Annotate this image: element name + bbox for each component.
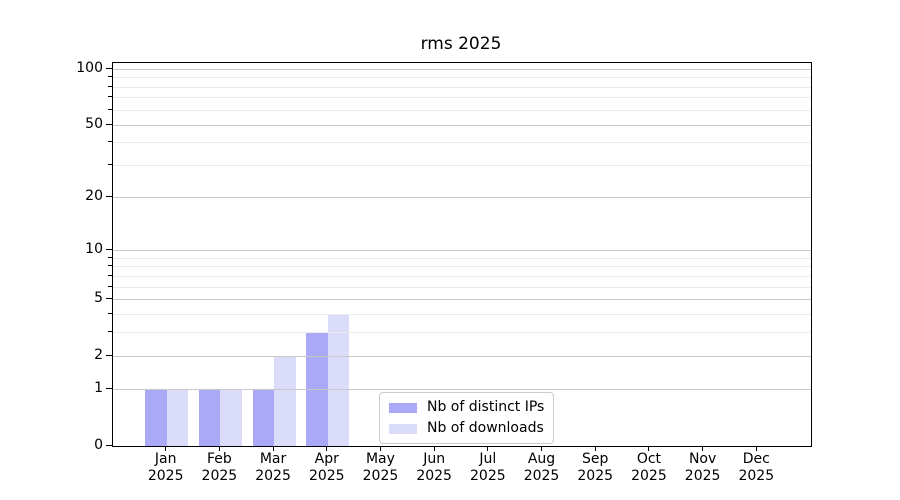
x-tick-label: Jun 2025	[416, 451, 452, 484]
x-tick-mark	[487, 446, 489, 451]
y-tick-label: 20	[85, 187, 103, 204]
x-tick-mark	[648, 446, 650, 451]
x-tick-label: May 2025	[362, 451, 399, 484]
y-minor-tick-mark	[108, 313, 112, 315]
chart-title: rms 2025	[420, 34, 502, 54]
x-tick-mark	[218, 446, 220, 451]
x-tick-mark	[702, 446, 704, 451]
x-tick-label: Jul 2025	[470, 451, 506, 484]
major-gridline	[113, 388, 811, 390]
y-tick-mark	[106, 248, 112, 250]
minor-gridline	[113, 314, 811, 316]
minor-gridline	[113, 142, 811, 144]
y-tick-label: 100	[76, 59, 103, 76]
minor-gridline	[113, 332, 811, 334]
x-tick-label: Aug 2025	[523, 451, 560, 484]
y-minor-tick-mark	[108, 164, 112, 166]
major-gridline	[113, 124, 811, 126]
x-tick-mark	[272, 446, 274, 451]
x-tick-label: Feb 2025	[201, 451, 238, 484]
y-minor-tick-mark	[108, 274, 112, 276]
y-tick-label: 10	[85, 240, 103, 257]
x-tick-mark	[326, 446, 328, 451]
x-tick-mark	[379, 446, 381, 451]
bar	[198, 389, 221, 446]
minor-gridline	[113, 257, 811, 259]
y-minor-tick-mark	[108, 141, 112, 143]
x-tick-mark	[433, 446, 435, 451]
y-tick-mark	[106, 387, 112, 389]
major-gridline	[113, 68, 811, 70]
bar	[274, 356, 296, 446]
minor-gridline	[113, 97, 811, 99]
x-tick-label: Mar 2025	[255, 451, 291, 484]
legend-label: Nb of downloads	[427, 420, 544, 436]
x-tick-mark	[165, 446, 167, 451]
major-gridline	[113, 355, 811, 357]
y-tick-mark	[106, 444, 112, 446]
minor-gridline	[113, 266, 811, 268]
y-minor-tick-mark	[108, 256, 112, 258]
legend-swatch	[389, 423, 417, 434]
legend: Nb of distinct IPs Nb of downloads	[379, 392, 555, 444]
bar	[327, 314, 350, 446]
x-tick-mark	[755, 446, 757, 451]
x-tick-mark	[594, 446, 596, 451]
bar	[145, 389, 167, 446]
minor-gridline	[113, 286, 811, 288]
y-minor-tick-mark	[108, 108, 112, 110]
x-tick-label: Sep 2025	[577, 451, 614, 484]
plot-area: Nb of distinct IPs Nb of downloads	[112, 62, 812, 447]
y-tick-mark	[106, 123, 112, 125]
bar	[220, 389, 242, 446]
major-gridline	[113, 299, 811, 301]
x-tick-label: Oct 2025	[631, 451, 667, 484]
y-tick-label: 50	[85, 115, 103, 132]
y-minor-tick-mark	[108, 265, 112, 267]
major-gridline	[113, 196, 811, 198]
major-gridline	[113, 249, 811, 251]
x-tick-label: Jan 2025	[147, 451, 184, 484]
y-minor-tick-mark	[108, 331, 112, 333]
y-tick-mark	[106, 195, 112, 197]
legend-label: Nb of distinct IPs	[427, 399, 545, 415]
minor-gridline	[113, 86, 811, 88]
x-tick-label: Nov 2025	[684, 451, 721, 484]
y-tick-label: 5	[94, 290, 103, 307]
minor-gridline	[113, 109, 811, 111]
minor-gridline	[113, 165, 811, 167]
legend-item: Nb of distinct IPs	[389, 399, 544, 416]
y-tick-label: 1	[94, 379, 103, 396]
y-tick-label: 0	[94, 436, 103, 453]
y-minor-tick-mark	[108, 285, 112, 287]
minor-gridline	[113, 77, 811, 79]
minor-gridline	[113, 275, 811, 277]
y-tick-mark	[106, 67, 112, 69]
x-tick-mark	[541, 446, 543, 451]
bar	[252, 389, 275, 446]
x-tick-label: Dec 2025	[738, 451, 775, 484]
bar	[166, 389, 189, 446]
x-tick-label: Apr 2025	[308, 451, 345, 484]
legend-item: Nb of downloads	[389, 420, 544, 437]
y-minor-tick-mark	[108, 85, 112, 87]
y-tick-mark	[106, 298, 112, 300]
y-minor-tick-mark	[108, 76, 112, 78]
y-tick-mark	[106, 354, 112, 356]
legend-swatch	[389, 402, 417, 413]
y-tick-label: 2	[94, 346, 103, 363]
y-minor-tick-mark	[108, 96, 112, 98]
